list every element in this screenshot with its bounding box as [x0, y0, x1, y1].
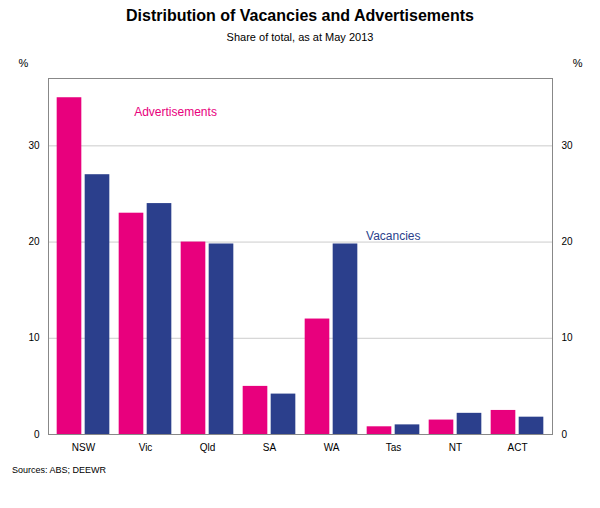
svg-text:Tas: Tas — [386, 442, 402, 453]
svg-text:Vacancies: Vacancies — [366, 229, 420, 243]
svg-text:30: 30 — [28, 140, 40, 151]
svg-text:0: 0 — [34, 429, 40, 440]
html-text:Share of total, as at May 2013: Share of total, as at May 2013 — [226, 31, 374, 43]
svg-text:WA: WA — [324, 442, 340, 453]
svg-text:20: 20 — [562, 236, 574, 247]
svg-text:10: 10 — [562, 332, 574, 343]
svg-text:Vic: Vic — [139, 442, 153, 453]
html-text:Distribution of Vacancies and: Distribution of Vacancies and Advertisem… — [126, 7, 474, 24]
svg-text:30: 30 — [562, 140, 574, 151]
svg-text:10: 10 — [28, 332, 40, 343]
svg-text:Advertisements: Advertisements — [134, 105, 217, 119]
html-text:Sources: ABS; DEEWR: Sources: ABS; DEEWR — [12, 465, 106, 475]
svg-text:ACT: ACT — [508, 442, 528, 453]
svg-text:NSW: NSW — [72, 442, 96, 453]
svg-text:NT: NT — [449, 442, 462, 453]
svg-text:%: % — [573, 57, 583, 69]
svg-text:SA: SA — [263, 442, 277, 453]
svg-text:Qld: Qld — [200, 442, 216, 453]
svg-text:20: 20 — [28, 236, 40, 247]
svg-text:0: 0 — [562, 429, 568, 440]
svg-text:%: % — [19, 57, 29, 69]
